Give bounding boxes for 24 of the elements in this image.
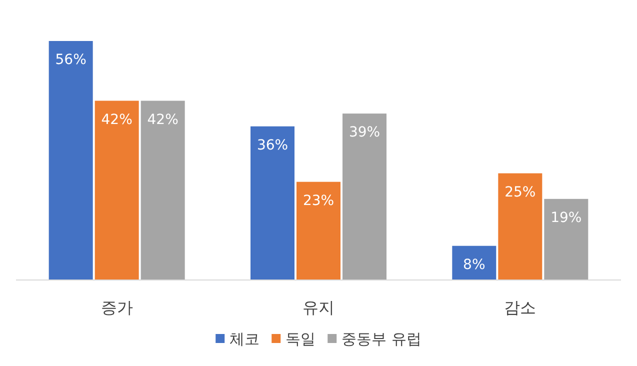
bar xyxy=(140,100,185,280)
data-label: 39% xyxy=(348,124,380,141)
data-label: 36% xyxy=(256,137,288,154)
legend-label: 독일 xyxy=(286,330,316,348)
x-tick-label: 증가 xyxy=(100,298,133,317)
bar xyxy=(498,173,542,280)
bar xyxy=(48,41,93,280)
data-label: 23% xyxy=(302,192,334,209)
bar xyxy=(296,182,340,280)
bar xyxy=(452,246,496,280)
data-label: 25% xyxy=(504,184,536,200)
legend-label: 중동부 유럽 xyxy=(342,330,422,348)
data-label: 8% xyxy=(463,256,486,273)
data-label: 19% xyxy=(550,210,582,226)
bar xyxy=(94,100,139,280)
data-label: 56% xyxy=(55,52,86,68)
x-tick-label: 유지 xyxy=(302,298,334,317)
x-tick-label: 감소 xyxy=(504,298,536,317)
legend-label: 체코 xyxy=(230,330,260,348)
data-label: 42% xyxy=(147,112,178,128)
data-label: 42% xyxy=(101,112,132,128)
bar xyxy=(342,114,386,280)
bar xyxy=(250,126,294,280)
bar xyxy=(544,198,588,280)
